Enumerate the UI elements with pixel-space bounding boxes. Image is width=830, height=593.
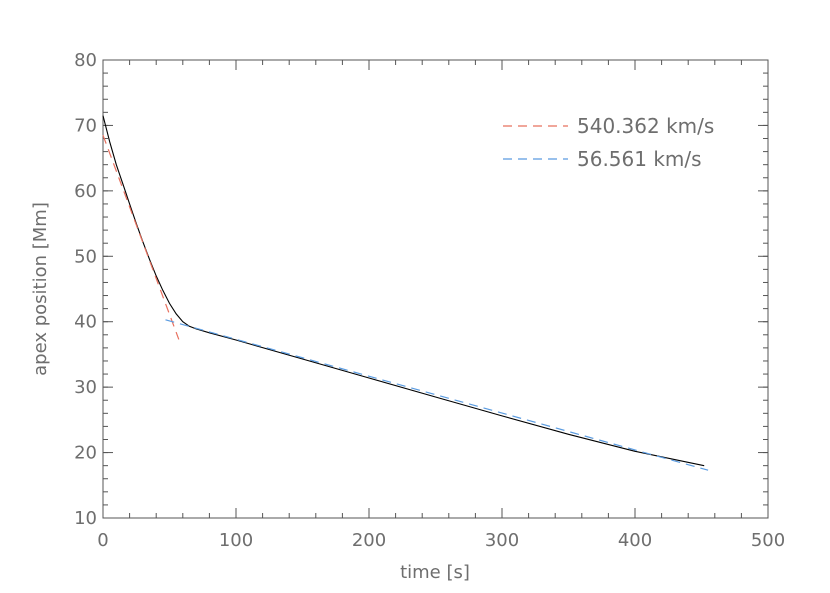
y-tick-label: 80 bbox=[74, 50, 97, 71]
fit-line bbox=[165, 319, 709, 471]
data-line bbox=[102, 115, 705, 467]
legend-label: 540.362 km/s bbox=[577, 114, 714, 138]
fit-line bbox=[102, 134, 180, 340]
legend: 540.362 km/s 56.561 km/s bbox=[503, 114, 714, 171]
x-tick-label: 100 bbox=[219, 530, 253, 551]
y-tick-label: 30 bbox=[74, 377, 97, 398]
plot-frame bbox=[102, 59, 769, 519]
x-axis-label: time [s] bbox=[400, 562, 470, 583]
y-tick-label: 10 bbox=[74, 508, 97, 529]
y-tick-label: 20 bbox=[74, 443, 97, 464]
y-axis-label: apex position [Mm] bbox=[30, 202, 51, 376]
x-tick-label: 400 bbox=[618, 530, 652, 551]
y-tick-label: 60 bbox=[74, 181, 97, 202]
x-tick-label: 0 bbox=[97, 530, 108, 551]
legend-label: 56.561 km/s bbox=[577, 147, 702, 171]
x-tick-label: 500 bbox=[751, 530, 785, 551]
ticks-layer: 0 100 200 300 400 500 10 20 30 40 50 60 70 80 bbox=[74, 50, 785, 551]
series-layer bbox=[102, 115, 709, 471]
y-tick-label: 40 bbox=[74, 312, 97, 333]
y-tick-label: 50 bbox=[74, 246, 97, 267]
x-tick-label: 300 bbox=[485, 530, 519, 551]
x-tick-label: 200 bbox=[352, 530, 386, 551]
y-tick-label: 70 bbox=[74, 115, 97, 136]
